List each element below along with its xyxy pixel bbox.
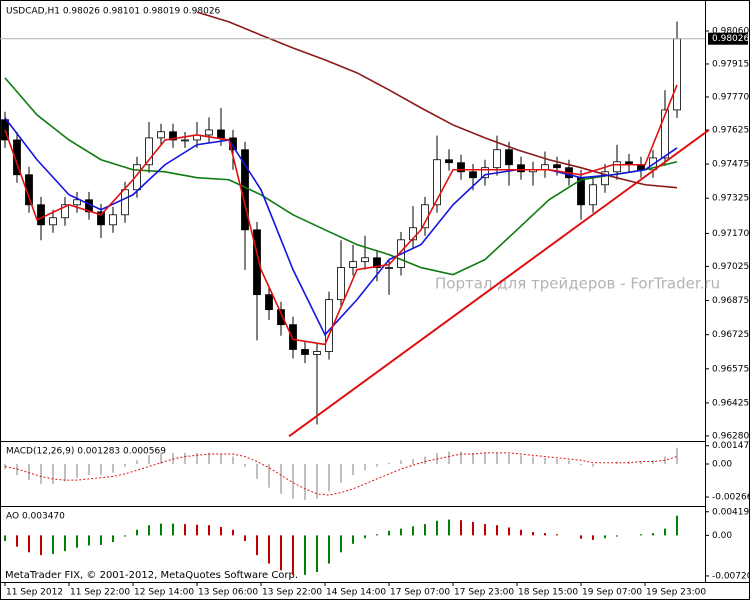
x-tick-label: 13 Sep 22:00	[262, 588, 322, 598]
x-tick-label: 11 Sep 2012	[6, 588, 63, 598]
y-tick-label: 0.97475	[712, 160, 749, 170]
x-tick-label: 12 Sep 14:00	[134, 588, 194, 598]
y-tick-label: 0.96875	[712, 296, 749, 306]
candle-body	[49, 217, 57, 226]
y-tick-label: 0.97025	[712, 262, 749, 272]
trend-line	[288, 129, 710, 438]
y-tick-label: 0.96575	[712, 364, 749, 374]
watermark: Портал для трейдеров - ForTrader.ru	[435, 275, 720, 293]
x-tick-label: 18 Sep 15:00	[518, 588, 578, 598]
y-tick-label: -0.00266	[712, 493, 750, 503]
y-tick-label: 0.97325	[712, 194, 749, 204]
y-tick-label: 0.96725	[712, 330, 749, 340]
candle-body	[121, 189, 129, 216]
candle-body	[445, 159, 453, 164]
candle-body	[589, 184, 597, 206]
candle-body	[181, 139, 189, 142]
panel-title: AO 0.003470	[6, 512, 65, 522]
candle-body	[553, 164, 561, 169]
candle-body	[205, 129, 213, 136]
x-tick-label: 19 Sep 23:00	[646, 588, 706, 598]
candle-body	[169, 131, 177, 141]
candle-body	[97, 211, 105, 226]
candle-body	[145, 137, 153, 166]
candle-body	[1, 119, 9, 141]
y-tick-label: 0.97170	[712, 229, 749, 239]
y-tick-label: 0.98060	[712, 26, 749, 36]
panel-title: USDCAD,H1 0.98026 0.98101 0.98019 0.9802…	[6, 7, 221, 17]
moving-average	[4, 84, 678, 346]
plot-area	[4, 447, 678, 501]
y-tick-label: 0.001471	[712, 441, 750, 451]
candle-body	[325, 299, 333, 352]
candle-body	[133, 164, 141, 191]
plot-area	[4, 515, 678, 575]
candle-body	[13, 139, 21, 176]
candle-body	[277, 309, 285, 326]
x-tick-label: 17 Sep 07:00	[390, 588, 450, 598]
candle-body	[61, 204, 69, 219]
candle-body	[349, 261, 357, 268]
y-tick-label: 0.004194	[712, 507, 750, 517]
y-tick-label: 0.97625	[712, 125, 749, 135]
candle-body	[301, 349, 309, 355]
candle-body	[505, 149, 513, 166]
y-tick-label: 0.96280	[712, 431, 749, 441]
candle-body	[481, 167, 489, 179]
candle-body	[37, 204, 45, 226]
candle-body	[289, 324, 297, 350]
y-tick-label: 0.97770	[712, 92, 749, 102]
y-tick-label: -0.00720	[712, 571, 750, 581]
candle-body	[517, 164, 525, 173]
candle-body	[457, 162, 465, 173]
y-tick-label: 0.97915	[712, 59, 749, 69]
candle-body	[673, 38, 681, 111]
y-tick-label: 0.00	[712, 531, 732, 541]
current-price-box	[708, 32, 748, 45]
candle-body	[73, 199, 81, 206]
x-tick-label: 19 Sep 07:00	[582, 588, 642, 598]
candle-body	[601, 171, 609, 186]
x-tick-label: 13 Sep 06:00	[198, 588, 258, 598]
candle-body	[373, 257, 381, 268]
x-tick-label: 14 Sep 14:00	[326, 588, 386, 598]
candle-body	[469, 171, 477, 179]
x-tick-label: 17 Sep 23:00	[454, 588, 514, 598]
footer: MetaTrader FIX, © 2001-2012, MetaQuotes …	[5, 570, 298, 581]
candle-body	[613, 161, 621, 173]
candle-body	[313, 351, 321, 355]
candle-body	[361, 257, 369, 263]
moving-average	[4, 77, 678, 276]
current-price-label: 0.98026	[712, 34, 749, 44]
y-tick-label: 0.96425	[712, 398, 749, 408]
x-tick-label: 11 Sep 22:00	[70, 588, 130, 598]
panel-title: MACD(12,26,9) 0.001283 0.000569	[6, 447, 166, 457]
candle-body	[253, 229, 261, 296]
candle-body	[217, 129, 225, 139]
macd-signal	[4, 452, 678, 496]
candle-body	[265, 294, 273, 311]
moving-average	[196, 11, 678, 189]
moving-average	[4, 117, 678, 337]
candle-body	[493, 149, 501, 169]
candle-body	[109, 214, 117, 226]
candle-body	[661, 109, 669, 159]
candle-body	[337, 267, 345, 301]
y-tick-label: 0.00	[712, 459, 732, 469]
candle-body	[385, 267, 393, 269]
candle-body	[157, 131, 165, 139]
candle-body	[433, 159, 441, 206]
plot-area	[0, 11, 705, 425]
